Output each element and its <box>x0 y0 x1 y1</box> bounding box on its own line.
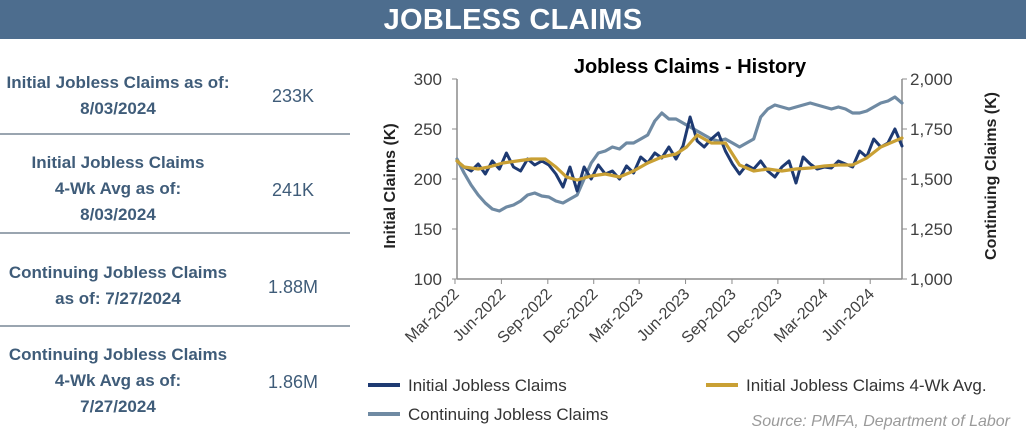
page-title: JOBLESS CLAIMS <box>383 4 643 36</box>
stat-label: Initial Jobless Claims 4-Wk Avg as of: 8… <box>0 150 236 228</box>
stat-value: 241K <box>271 180 315 200</box>
series-initial-claims-4wk-avg <box>455 133 904 182</box>
stat-initial-claims: Initial Jobless Claims as of: 8/03/2024 … <box>0 68 350 124</box>
divider <box>0 325 350 327</box>
stat-value: 1.88M <box>267 277 319 297</box>
stat-continuing-claims-4wk-avg: Continuing Jobless Claims 4-Wk Avg as of… <box>0 342 350 422</box>
y2-tick-label: 1,250 <box>910 220 953 239</box>
y2-tick-label: 1,000 <box>910 270 953 289</box>
stat-label-line: Continuing Jobless Claims <box>8 345 228 364</box>
stat-label: Initial Jobless Claims as of: 8/03/2024 <box>0 70 236 122</box>
y2-tick-label: 1,500 <box>910 170 953 189</box>
stat-initial-claims-4wk-avg: Initial Jobless Claims 4-Wk Avg as of: 8… <box>0 148 350 228</box>
stat-label-line: 4-Wk Avg as of: <box>54 179 182 198</box>
stat-label: Continuing Jobless Claims 4-Wk Avg as of… <box>0 342 236 420</box>
chart-title: Jobless Claims - History <box>574 56 807 78</box>
y2-tick-label: 1,750 <box>910 120 953 139</box>
y-axis-title: Initial Claims (K) <box>382 123 399 248</box>
stat-value: 233K <box>271 86 315 106</box>
y-tick-label: 100 <box>414 270 442 289</box>
divider <box>0 133 350 135</box>
y-tick-label: 150 <box>414 220 442 239</box>
legend-initial: Initial Jobless Claims <box>408 376 567 395</box>
legend-avg: Initial Jobless Claims 4-Wk Avg. <box>746 376 987 395</box>
stat-label-line: 8/03/2024 <box>80 205 156 224</box>
y-tick-label: 250 <box>414 120 442 139</box>
stat-value: 1.86M <box>267 372 319 392</box>
stat-label-line: 4-Wk Avg as of: <box>54 371 182 390</box>
header-banner: JOBLESS CLAIMS <box>0 0 1026 39</box>
source-note: Source: PMFA, Department of Labor <box>752 413 1011 430</box>
stat-continuing-claims: Continuing Jobless Claims as of: 7/27/20… <box>0 258 350 314</box>
series-initial-claims <box>455 115 904 193</box>
divider <box>0 232 350 234</box>
y-tick-label: 300 <box>414 70 442 89</box>
y-tick-label: 200 <box>414 170 442 189</box>
stat-label-line: as of: 7/27/2024 <box>55 289 181 308</box>
stat-label-line: 7/27/2024 <box>80 397 156 416</box>
legend-continuing: Continuing Jobless Claims <box>408 405 608 424</box>
y2-axis-title: Continuing Claims (K) <box>983 92 1000 260</box>
stat-label-line: Initial Jobless Claims <box>31 153 205 172</box>
stat-label-line: Initial Jobless Claims as of: <box>6 73 230 92</box>
series-continuing-claims <box>455 95 904 213</box>
y2-tick-label: 2,000 <box>910 70 953 89</box>
stat-label-line: Continuing Jobless Claims <box>8 263 228 282</box>
stat-label-line: 8/03/2024 <box>80 99 156 118</box>
stat-label: Continuing Jobless Claims as of: 7/27/20… <box>0 260 236 312</box>
